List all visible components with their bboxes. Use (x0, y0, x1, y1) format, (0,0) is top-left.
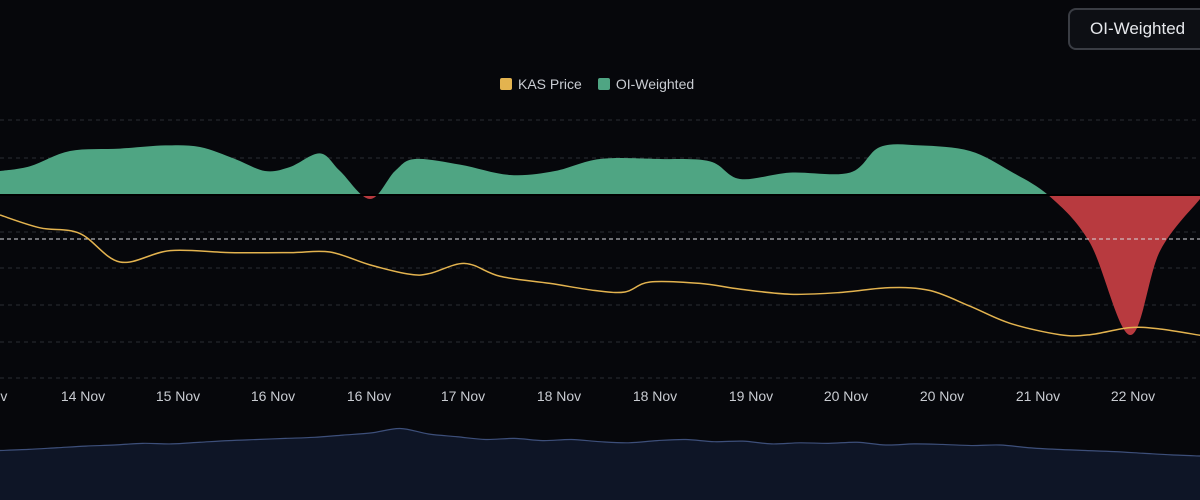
legend-swatch-oi (597, 78, 610, 90)
legend-swatch-price (500, 78, 512, 90)
legend-item-price[interactable]: KAS Price (500, 76, 582, 92)
volume-area (0, 428, 1200, 500)
x-tick-label: 18 Nov (633, 388, 677, 404)
legend-label-oi: OI-Weighted (615, 76, 695, 92)
legend-item-oi[interactable]: OI-Weighted (597, 76, 695, 92)
oi-weighted-mode-button[interactable]: OI-Weighted (1068, 8, 1200, 50)
x-tick-label: 15 Nov (156, 388, 200, 404)
x-axis-ticks: ov 14 Nov 15 Nov 16 Nov 16 Nov 17 Nov 18 Nov 18… (0, 388, 1155, 404)
x-tick-label: 18 Nov (537, 388, 581, 404)
x-tick-label: 16 Nov (347, 388, 391, 404)
mode-button-label: OI-Weighted (1090, 19, 1186, 38)
x-tick-label: 20 Nov (920, 388, 964, 404)
chart-legend: KAS Price OI-Weighted (500, 76, 694, 92)
x-tick-label: 22 Nov (1111, 388, 1155, 404)
x-tick-label: ov (0, 388, 7, 404)
x-tick-label: 16 Nov (251, 388, 295, 404)
legend-label-price: KAS Price (518, 76, 582, 92)
x-tick-label: 20 Nov (824, 388, 868, 404)
oi-weighted-area (0, 144, 1200, 336)
kas-price-line-group (0, 214, 1200, 337)
x-tick-label: 19 Nov (729, 388, 773, 404)
kas-price-line (0, 214, 1200, 337)
oi-weighted-negative-area (0, 195, 1200, 336)
x-tick-label: 17 Nov (441, 388, 485, 404)
volume-navigator[interactable] (0, 427, 1200, 500)
x-tick-label: 21 Nov (1016, 388, 1060, 404)
x-tick-label: 14 Nov (61, 388, 105, 404)
oi-weighted-positive-area (0, 144, 1200, 195)
volume-line (0, 427, 1200, 457)
